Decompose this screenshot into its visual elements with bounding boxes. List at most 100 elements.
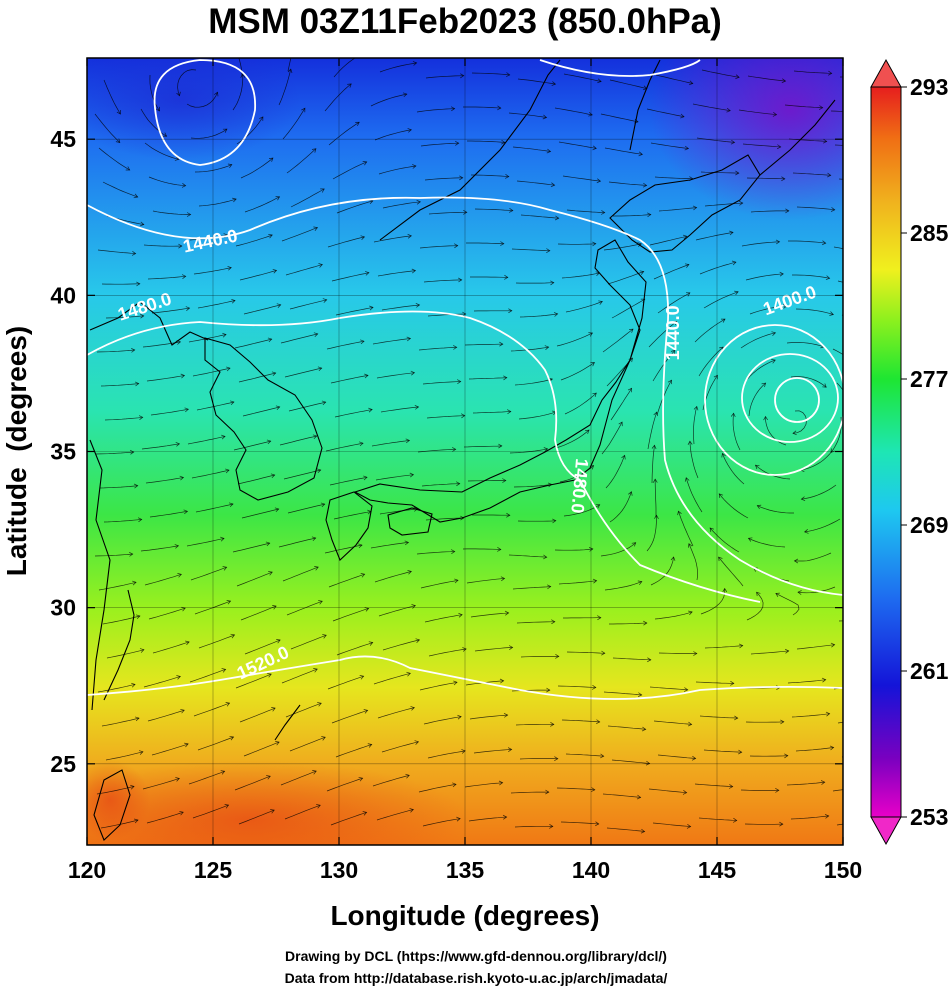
streamline-arrowhead	[825, 275, 831, 281]
streamline-arrowhead	[684, 145, 690, 151]
streamline	[281, 227, 318, 242]
streamline-arrowhead	[596, 178, 602, 184]
streamline	[336, 200, 373, 214]
streamline-arrowhead	[181, 274, 187, 279]
streamline	[757, 505, 794, 514]
streamline	[468, 377, 507, 380]
streamline	[329, 476, 368, 486]
streamline	[418, 783, 457, 793]
streamline-arrowhead	[456, 816, 461, 822]
streamline-arrowhead	[546, 148, 552, 154]
streamline	[561, 719, 600, 723]
streamline-arrowhead	[312, 770, 317, 775]
streamline-arrowhead	[554, 215, 560, 221]
streamline-arrowhead	[364, 607, 370, 612]
streamline	[427, 313, 466, 317]
coastline-taiwan	[93, 769, 131, 841]
streamline-arrowhead	[271, 707, 276, 712]
streamline	[290, 634, 327, 650]
streamline	[140, 545, 179, 552]
streamline-arrowhead	[551, 619, 556, 625]
x-axis-label: Longitude (degrees)	[330, 900, 599, 931]
streamline-arrowhead	[266, 439, 272, 445]
streamline-arrowhead	[601, 210, 606, 215]
coastline-kurils	[759, 99, 836, 176]
streamline	[416, 108, 455, 113]
streamline	[326, 777, 363, 792]
streamline-arrowhead	[362, 811, 368, 816]
streamline-arrowhead	[461, 749, 466, 754]
streamline-arrowhead	[500, 241, 505, 246]
streamline	[335, 307, 374, 316]
streamline-arrowhead	[640, 828, 646, 834]
streamline-arrowhead	[116, 110, 121, 115]
streamline-arrowhead	[276, 639, 281, 644]
streamline-arrowhead	[501, 139, 506, 145]
streamline	[281, 668, 318, 684]
y-axis-label: Latitude (degrees)	[1, 326, 32, 576]
streamline-arrowhead	[176, 675, 181, 680]
streamline	[792, 410, 807, 434]
streamline-arrowhead	[131, 251, 137, 256]
streamline	[327, 675, 364, 690]
streamline-arrowhead	[460, 515, 465, 521]
streamline-arrowhead	[543, 447, 549, 452]
colorbar-label-261: 261	[910, 658, 949, 684]
streamline-arrowhead	[592, 241, 597, 247]
streamline	[241, 508, 279, 519]
streamline-arrowhead	[316, 804, 321, 809]
streamline	[149, 74, 160, 112]
streamline-arrowhead	[138, 750, 144, 755]
streamline-arrowhead	[179, 810, 184, 816]
warm-region-taiwan	[87, 760, 150, 840]
streamline	[748, 382, 766, 417]
streamline-arrowhead	[738, 749, 743, 755]
streamline-arrowhead	[314, 566, 319, 571]
streamline-arrowhead	[407, 233, 412, 239]
streamline-arrowhead	[688, 80, 694, 86]
streamline	[750, 650, 789, 655]
streamline	[471, 174, 509, 177]
streamline-arrowhead	[829, 311, 834, 316]
streamline	[147, 275, 186, 280]
streamline-arrowhead	[830, 642, 836, 648]
streamline-arrowhead	[409, 472, 415, 478]
streamline	[698, 817, 737, 821]
streamline-arrowhead	[542, 114, 548, 120]
streamline	[556, 787, 595, 791]
streamline-arrowhead	[641, 726, 647, 732]
credit-data: Data from http://database.rish.kyoto-u.a…	[284, 970, 668, 986]
streamline	[718, 493, 749, 519]
streamline	[284, 804, 321, 820]
streamline	[190, 128, 228, 139]
streamline	[801, 484, 837, 500]
streamline	[649, 686, 688, 691]
streamline	[428, 648, 467, 657]
streamline-arrowhead	[129, 449, 135, 455]
contour-high-nw	[153, 59, 256, 166]
streamline	[646, 515, 657, 552]
streamline-arrowhead	[272, 268, 278, 274]
streamline	[240, 157, 274, 179]
streamline	[474, 647, 513, 652]
streamline-arrowhead	[368, 407, 373, 413]
streamline-arrowhead	[136, 281, 141, 287]
streamline	[285, 264, 323, 276]
streamline	[469, 714, 508, 720]
streamline-arrowhead	[220, 770, 226, 775]
streamline-arrowhead	[404, 540, 410, 546]
streamline	[517, 520, 556, 522]
y-tick-label-25: 25	[50, 751, 76, 777]
streamline-arrowhead	[771, 331, 777, 336]
streamline-arrowhead	[733, 817, 738, 823]
streamline-arrowhead	[411, 604, 416, 609]
streamline-arrowhead	[454, 578, 459, 584]
streamline-arrowhead	[133, 483, 139, 489]
streamline	[96, 349, 135, 353]
streamline	[792, 172, 831, 176]
streamline	[194, 164, 232, 173]
streamline-arrowhead	[135, 614, 141, 620]
streamline-arrowhead	[867, 783, 871, 787]
streamline	[651, 445, 655, 484]
streamline-arrowhead	[779, 271, 784, 277]
